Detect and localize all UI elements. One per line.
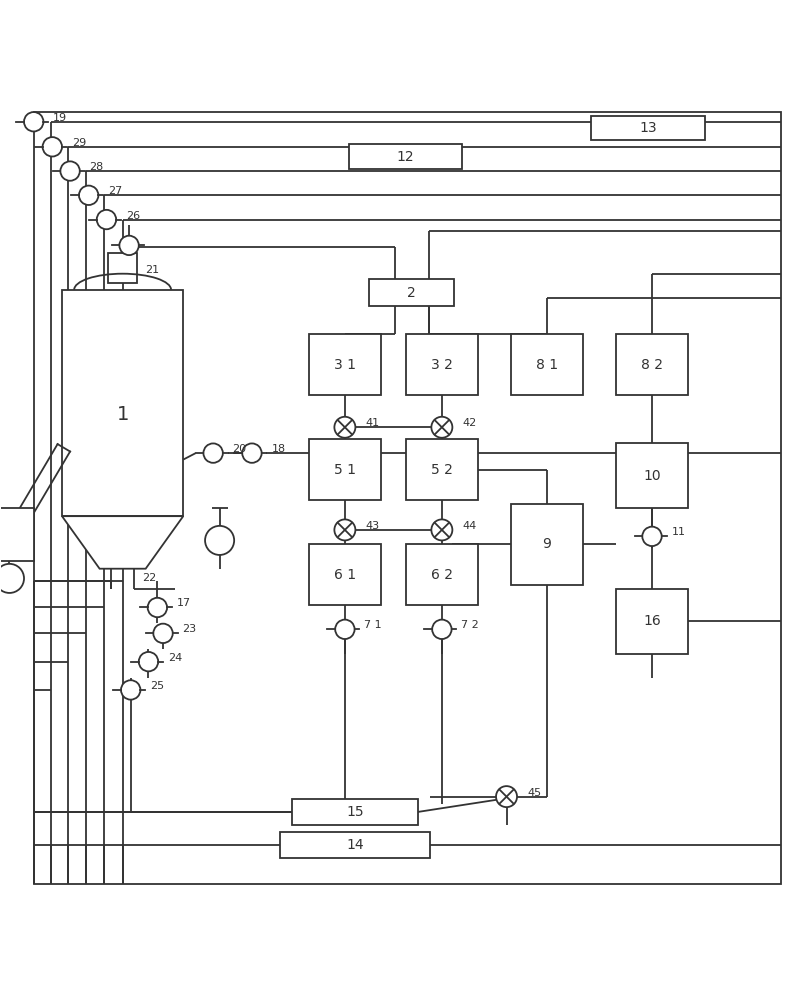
Text: 5 2: 5 2 [431, 463, 453, 477]
Text: 27: 27 [108, 186, 122, 196]
Text: 3 1: 3 1 [334, 358, 356, 372]
Circle shape [119, 236, 139, 255]
Circle shape [431, 417, 453, 438]
Circle shape [153, 624, 173, 643]
Circle shape [432, 620, 452, 639]
Bar [616, 443, 689, 508]
Text: 8 1: 8 1 [536, 358, 558, 372]
Text: 25: 25 [150, 681, 164, 691]
Circle shape [204, 443, 223, 463]
Circle shape [60, 161, 79, 181]
Text: 45: 45 [527, 788, 542, 798]
Circle shape [334, 519, 355, 540]
Circle shape [79, 186, 98, 205]
Text: 12: 12 [397, 150, 414, 164]
Text: 17: 17 [177, 598, 191, 608]
Text: 29: 29 [71, 138, 86, 148]
Bar [308, 439, 381, 500]
Bar [511, 334, 583, 395]
Text: 15: 15 [346, 805, 364, 819]
Circle shape [97, 210, 116, 229]
Text: 16: 16 [643, 614, 661, 628]
Text: 5 1: 5 1 [334, 463, 356, 477]
Text: 28: 28 [89, 162, 104, 172]
Circle shape [43, 137, 62, 157]
Polygon shape [62, 516, 183, 569]
Text: 21: 21 [145, 265, 160, 275]
Text: 10: 10 [643, 469, 661, 483]
Text: 20: 20 [233, 444, 247, 454]
Text: 43: 43 [366, 521, 380, 531]
Text: 9: 9 [543, 537, 551, 551]
Text: 44: 44 [463, 521, 477, 531]
Text: 6 1: 6 1 [334, 568, 356, 582]
Bar [108, 253, 137, 283]
Circle shape [24, 112, 44, 131]
Bar [406, 439, 478, 500]
Text: 24: 24 [168, 653, 182, 663]
Bar [616, 589, 689, 654]
Text: 18: 18 [272, 444, 285, 454]
Bar [511, 504, 583, 585]
Text: 22: 22 [142, 573, 157, 583]
Circle shape [431, 519, 453, 540]
Bar [406, 334, 478, 395]
Bar [281, 832, 430, 858]
Circle shape [205, 526, 234, 555]
Text: 11: 11 [672, 527, 685, 537]
Circle shape [335, 620, 354, 639]
Text: 7 2: 7 2 [461, 620, 479, 630]
Bar [616, 334, 689, 395]
Text: 2: 2 [407, 286, 416, 300]
Circle shape [496, 786, 517, 807]
Text: 3 2: 3 2 [431, 358, 453, 372]
Text: 26: 26 [126, 211, 140, 221]
Text: 42: 42 [463, 418, 477, 428]
Circle shape [139, 652, 158, 671]
Bar [292, 799, 418, 825]
Circle shape [642, 527, 662, 546]
Bar [369, 279, 454, 306]
Text: 7 1: 7 1 [364, 620, 382, 630]
Text: 23: 23 [182, 624, 196, 634]
Circle shape [242, 443, 262, 463]
Text: 1: 1 [117, 405, 129, 424]
Circle shape [148, 598, 167, 617]
Bar [0, 508, 34, 561]
Text: 8 2: 8 2 [641, 358, 663, 372]
Bar [308, 544, 381, 605]
Text: 13: 13 [639, 121, 657, 135]
Text: 41: 41 [366, 418, 380, 428]
Text: 19: 19 [53, 113, 67, 123]
Bar [349, 144, 462, 169]
Bar [406, 544, 478, 605]
Bar [591, 116, 705, 140]
Bar [62, 290, 183, 516]
Text: 14: 14 [346, 838, 364, 852]
Circle shape [0, 564, 24, 593]
Circle shape [121, 680, 140, 700]
Bar [308, 334, 381, 395]
Circle shape [334, 417, 355, 438]
Text: 6 2: 6 2 [431, 568, 453, 582]
